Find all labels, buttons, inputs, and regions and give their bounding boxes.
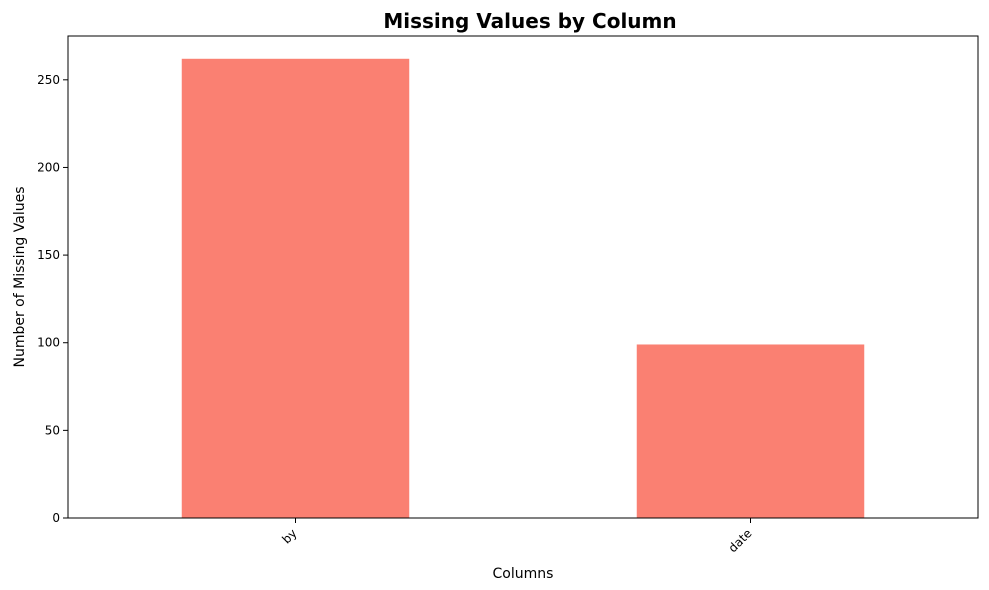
x-tick-label: by xyxy=(279,526,299,546)
plot-area-frame xyxy=(67,35,979,519)
y-tick-label: 250 xyxy=(37,73,60,87)
bar-date xyxy=(636,344,865,518)
x-tick-label: date xyxy=(726,526,755,555)
y-axis-label: Number of Missing Values xyxy=(12,186,28,367)
y-tick-label: 150 xyxy=(37,248,60,262)
y-tick-label: 200 xyxy=(37,160,60,174)
x-axis-label: Columns xyxy=(493,566,554,582)
y-tick-label: 100 xyxy=(37,336,60,350)
y-axis: 0 50 100 150 200 250 xyxy=(37,73,68,525)
bar-by xyxy=(181,58,410,518)
bars-layer xyxy=(181,58,865,518)
y-tick-label: 0 xyxy=(52,511,60,525)
x-axis: by date xyxy=(279,518,755,555)
y-tick-label: 50 xyxy=(45,423,60,437)
chart-title: Missing Values by Column xyxy=(383,9,676,33)
